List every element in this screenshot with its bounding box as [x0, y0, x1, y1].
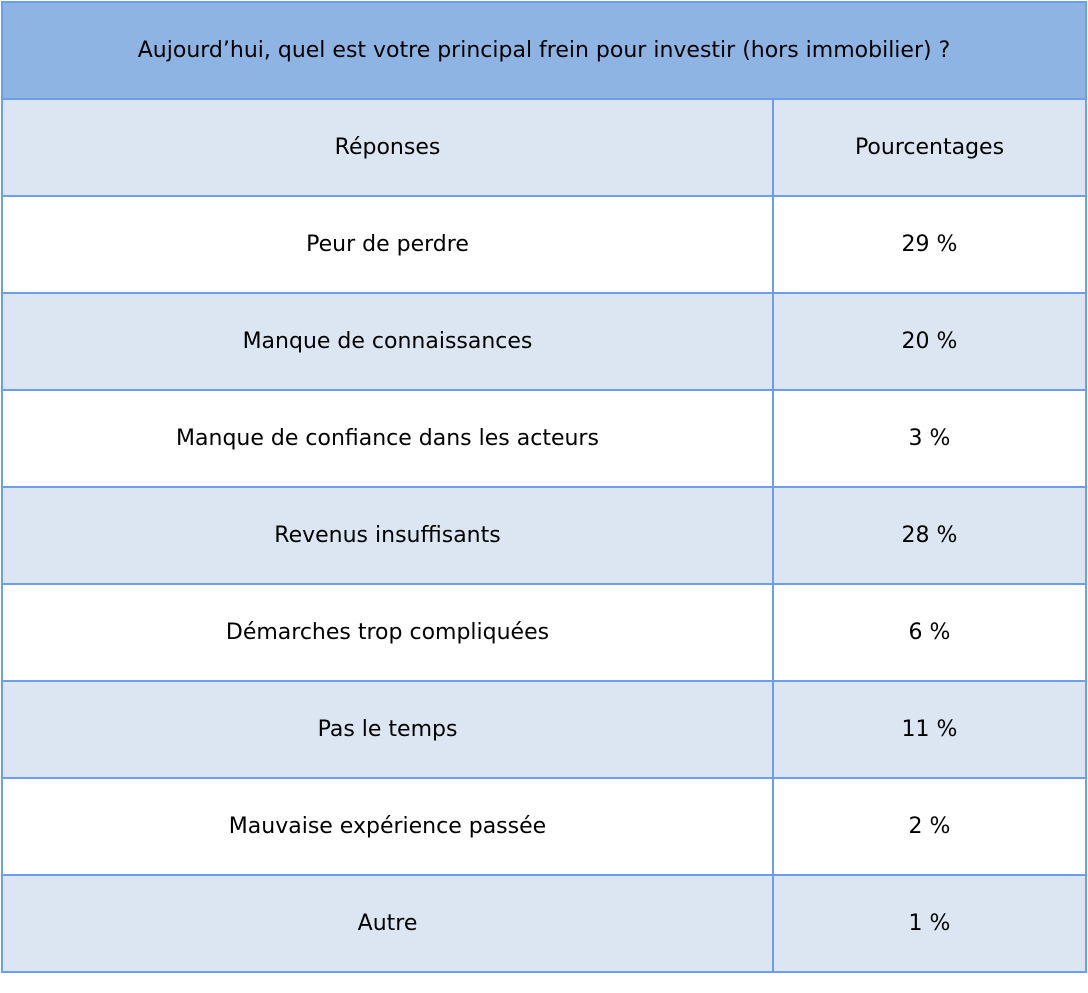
- table-row: Revenus insuffisants 28 %: [1, 486, 1087, 585]
- answer-cell: Revenus insuffisants: [1, 486, 774, 585]
- percent-cell: 2 %: [772, 777, 1087, 876]
- percent-cell: 3 %: [772, 389, 1087, 488]
- table-row: Démarches trop compliquées 6 %: [1, 583, 1087, 682]
- header-cell: Pourcentages: [772, 98, 1087, 197]
- table-title: Aujourd’hui, quel est votre principal fr…: [1, 1, 1087, 100]
- answer-cell: Manque de confiance dans les acteurs: [1, 389, 774, 488]
- answer-cell: Démarches trop compliquées: [1, 583, 774, 682]
- header-cell: Réponses: [1, 98, 774, 197]
- answer-cell: Peur de perdre: [1, 195, 774, 294]
- answer-cell: Autre: [1, 874, 774, 973]
- percent-cell: 20 %: [772, 292, 1087, 391]
- table-row: Pas le temps 11 %: [1, 680, 1087, 779]
- answer-cell: Pas le temps: [1, 680, 774, 779]
- table-row: Peur de perdre 29 %: [1, 195, 1087, 294]
- table-row: Mauvaise expérience passée 2 %: [1, 777, 1087, 876]
- percent-cell: 28 %: [772, 486, 1087, 585]
- survey-table: Aujourd’hui, quel est votre principal fr…: [1, 1, 1087, 973]
- percent-cell: 6 %: [772, 583, 1087, 682]
- table-row: Manque de connaissances 20 %: [1, 292, 1087, 391]
- answer-cell: Mauvaise expérience passée: [1, 777, 774, 876]
- table-row: Manque de confiance dans les acteurs 3 %: [1, 389, 1087, 488]
- percent-cell: 1 %: [772, 874, 1087, 973]
- answer-cell: Manque de connaissances: [1, 292, 774, 391]
- percent-cell: 11 %: [772, 680, 1087, 779]
- table-row: Autre 1 %: [1, 874, 1087, 973]
- percent-cell: 29 %: [772, 195, 1087, 294]
